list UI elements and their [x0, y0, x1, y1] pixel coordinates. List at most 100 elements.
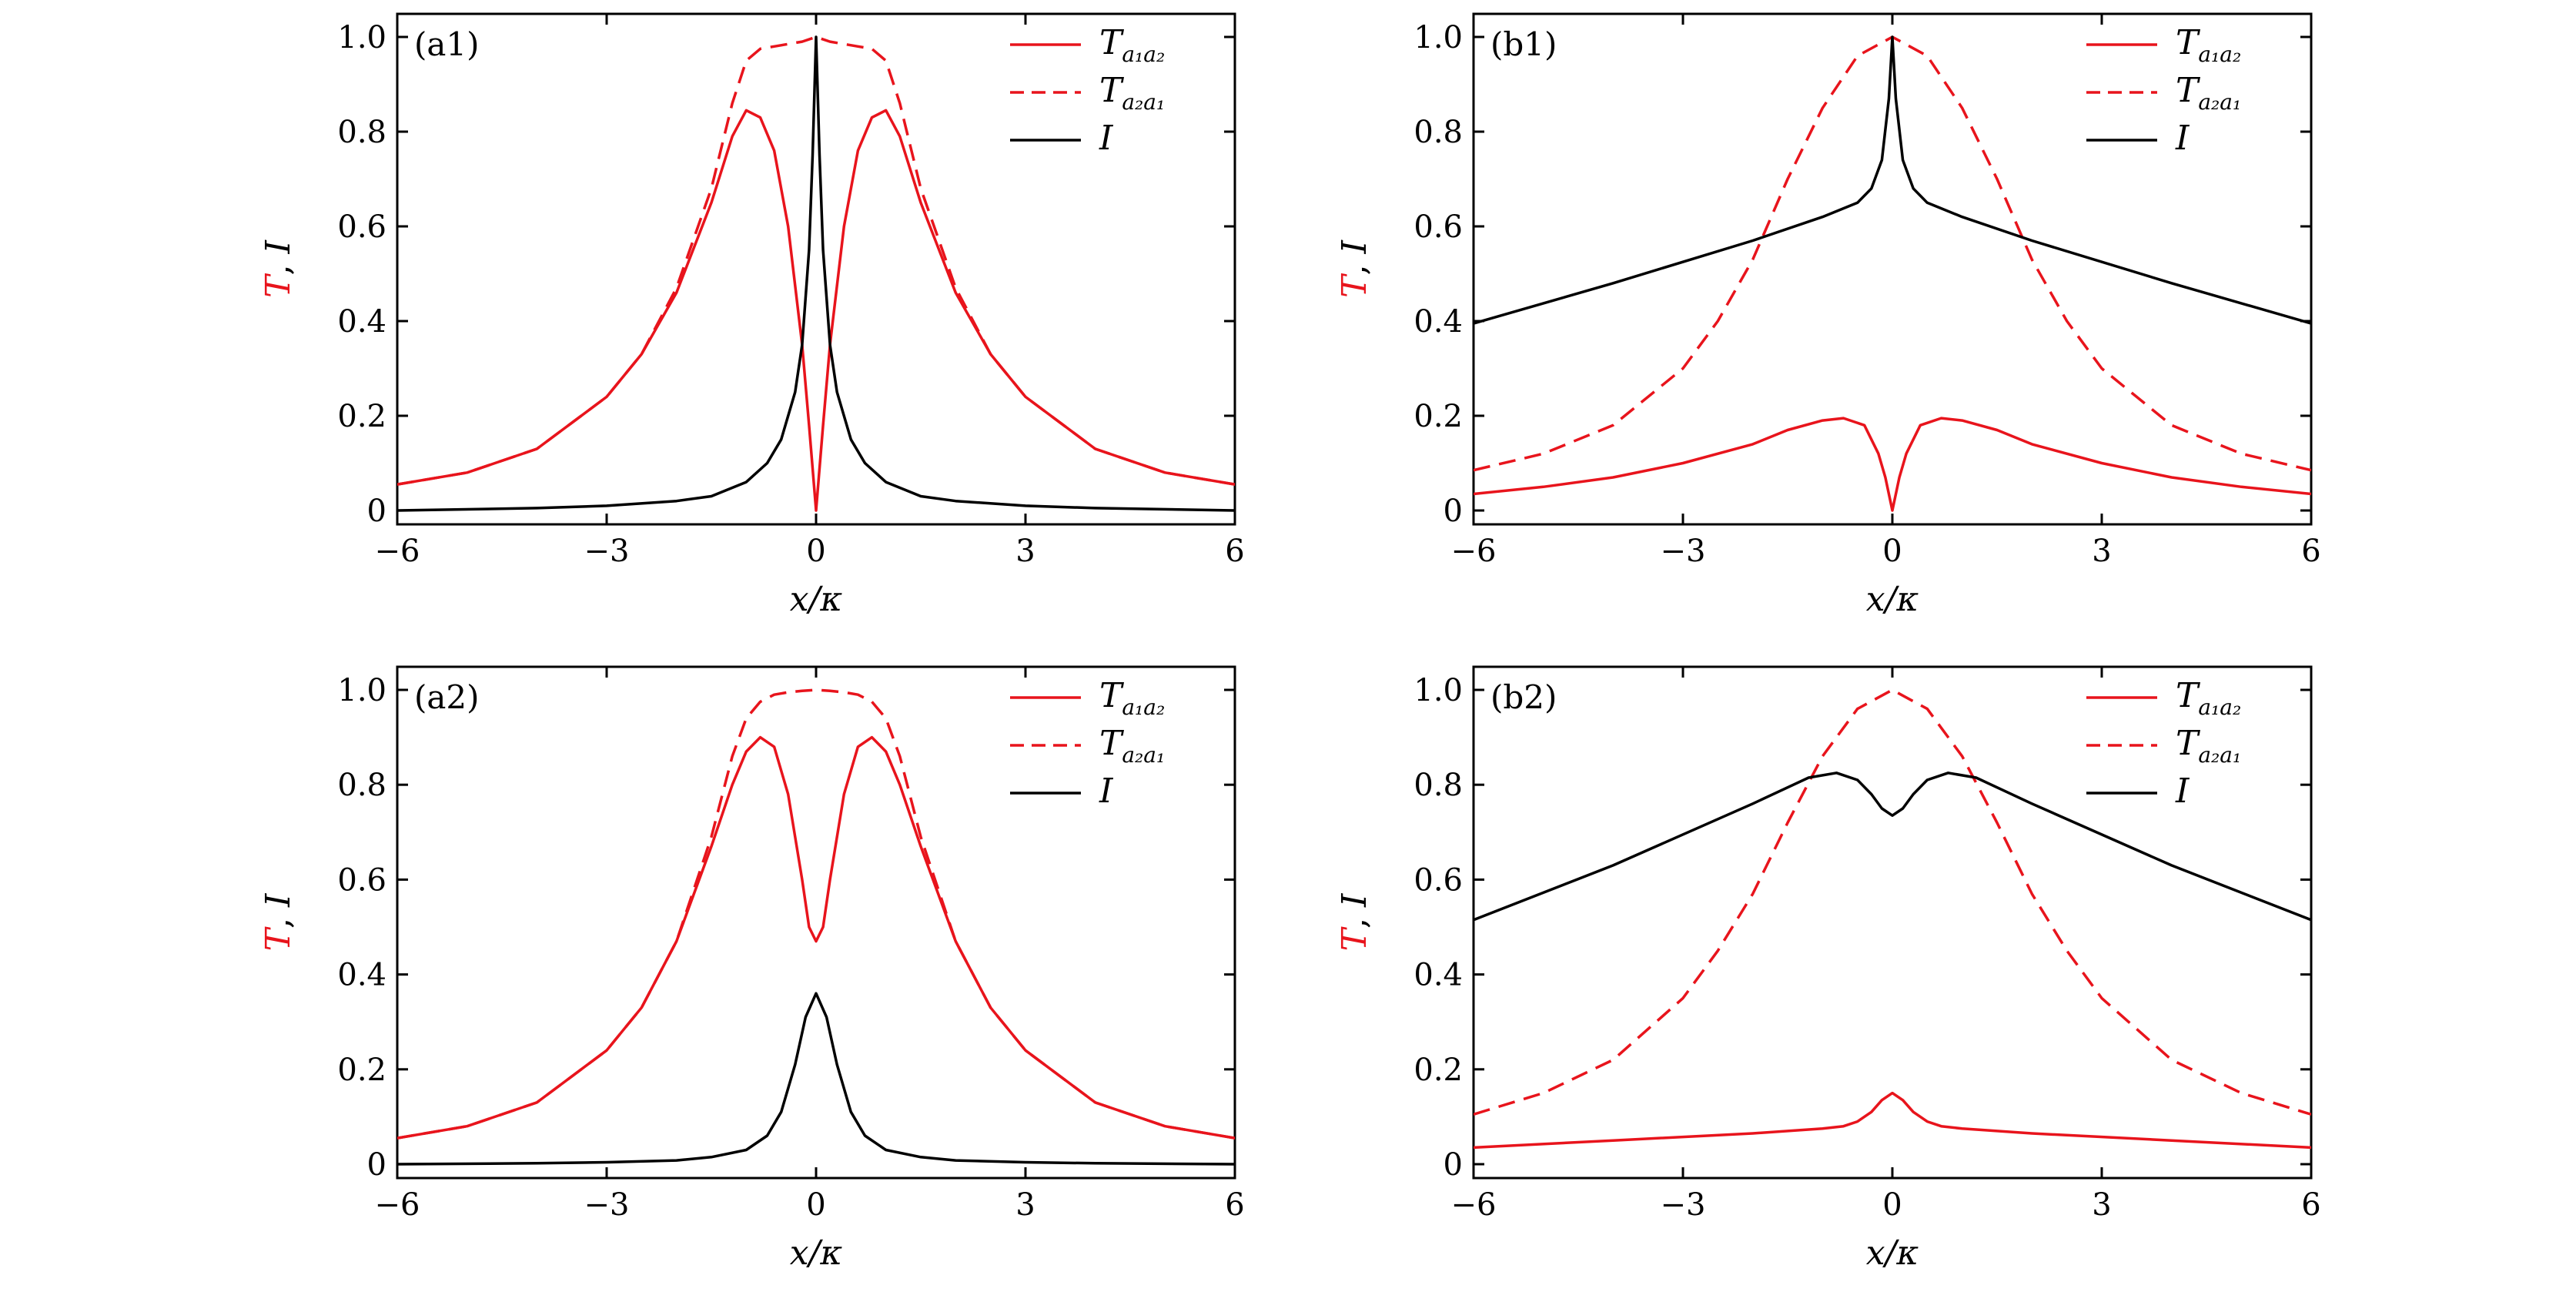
- legend-label-b1-0: Ta₁a₂: [2176, 23, 2241, 67]
- y-axis-label-i-b2: I: [1335, 892, 1374, 908]
- series-line-b1-0: [1474, 417, 2311, 512]
- y-axis-label-sep-a1: ,: [259, 254, 298, 276]
- legend-label-a1-2: I: [1099, 119, 1114, 158]
- x-tick-label-a2-1: −3: [584, 1187, 630, 1223]
- y-axis-label-a1: T, I: [259, 239, 298, 298]
- series-line-a1-2: [397, 35, 1235, 512]
- legend-sub-b1-1: a₂a₁: [2198, 89, 2241, 115]
- y-tick-label-b1-4: 0.8: [1413, 115, 1463, 150]
- legend-main-a1-2: I: [1099, 119, 1114, 158]
- legend-label-b2-2: I: [2175, 772, 2190, 811]
- y-axis-label-sep-b2: ,: [1335, 907, 1374, 929]
- x-tick-label-b1-4: 6: [2301, 534, 2320, 569]
- legend-sub-b2-0: a₁a₂: [2198, 695, 2241, 720]
- legend-label-a1-0: Ta₁a₂: [1099, 23, 1165, 67]
- legend-label-a2-1: Ta₂a₁: [1099, 724, 1165, 768]
- x-tick-label-a1-4: 6: [1225, 534, 1244, 569]
- y-axis-label-b1: T, I: [1335, 239, 1374, 298]
- panel-a1: −6 −3 0 3 600.20.40.60.81.0x/κT, I(a1) Ta₁a₂T…: [259, 12, 1245, 619]
- y-tick-label-b1-0: 0: [1444, 494, 1463, 529]
- x-tick-label-a1-1: −3: [584, 534, 630, 569]
- x-axis-label-a1: x/κ: [790, 580, 843, 619]
- series-line-a2-0: [397, 735, 1235, 1140]
- x-tick-label-a2-4: 6: [1225, 1187, 1244, 1223]
- y-tick-label-a1-5: 1.0: [337, 20, 386, 55]
- x-tick-label-b2-4: 6: [2301, 1187, 2320, 1223]
- legend-label-b2-1: Ta₂a₁: [2176, 724, 2241, 768]
- x-axis-label-b1: x/κ: [1866, 580, 1919, 619]
- panel-b1: −6 −3 0 3 600.20.40.60.81.0x/κT, I(b1) Ta₁a₂T…: [1335, 12, 2321, 619]
- y-tick-label-b1-5: 1.0: [1413, 20, 1463, 55]
- legend-main-a1-0: T: [1099, 23, 1125, 62]
- legend-main-b2-1: T: [2176, 724, 2201, 763]
- x-tick-label-a2-3: 3: [1015, 1187, 1035, 1223]
- panel-b2: −6 −3 0 3 600.20.40.60.81.0x/κT, I(b2) Ta₁a₂T…: [1335, 665, 2321, 1273]
- x-tick-label-a1-3: 3: [1015, 534, 1035, 569]
- y-tick-label-b2-1: 0.2: [1413, 1053, 1463, 1088]
- y-tick-label-a1-1: 0.2: [337, 399, 386, 434]
- y-tick-label-b1-2: 0.4: [1413, 304, 1463, 340]
- legend-sub-a2-0: a₁a₂: [1122, 695, 1165, 720]
- series-line-a2-2: [397, 992, 1235, 1166]
- series-line-b2-1: [1474, 688, 2311, 1116]
- legend-main-b1-2: I: [2175, 119, 2190, 158]
- panel-a2: −6 −3 0 3 600.20.40.60.81.0x/κT, I(a2) Ta₁a₂T…: [259, 665, 1245, 1273]
- y-tick-label-b2-3: 0.6: [1413, 862, 1463, 898]
- x-tick-label-b2-3: 3: [2092, 1187, 2111, 1223]
- legend-label-a2-2: I: [1099, 772, 1114, 811]
- legend-sub-b1-0: a₁a₂: [2198, 42, 2241, 67]
- panel-label-b1: (b1): [1490, 25, 1557, 63]
- panel-label-b2: (b2): [1490, 678, 1557, 716]
- x-tick-label-b1-1: −3: [1661, 534, 1706, 569]
- y-tick-label-a2-4: 0.8: [337, 768, 386, 803]
- x-tick-label-a2-0: −6: [375, 1187, 420, 1223]
- legend-main-b1-0: T: [2176, 23, 2201, 62]
- y-axis-label-sep-a2: ,: [259, 907, 298, 929]
- y-axis-label-i-a2: I: [259, 892, 298, 908]
- legend-label-b2-0: Ta₁a₂: [2176, 676, 2241, 720]
- y-tick-label-a2-3: 0.6: [337, 862, 386, 898]
- legend-sub-b2-1: a₂a₁: [2198, 742, 2241, 768]
- panel-label-a1: (a1): [414, 25, 480, 63]
- y-axis-label-sep-b1: ,: [1335, 254, 1374, 276]
- y-axis-label-t-b1: T: [1335, 273, 1374, 298]
- x-axis-label-b2: x/κ: [1866, 1233, 1919, 1273]
- x-tick-label-b2-0: −6: [1451, 1187, 1497, 1223]
- y-axis-label-i-a1: I: [259, 239, 298, 255]
- y-axis-label-i-b1: I: [1335, 239, 1374, 255]
- series-line-b1-2: [1474, 35, 2311, 325]
- x-tick-label-b1-0: −6: [1451, 534, 1497, 569]
- y-axis-label-t-a1: T: [259, 273, 298, 298]
- legend-main-a2-2: I: [1099, 772, 1114, 811]
- x-tick-label-b2-2: 0: [1882, 1187, 1902, 1223]
- y-tick-label-b1-3: 0.6: [1413, 209, 1463, 245]
- y-tick-label-a2-5: 1.0: [337, 673, 386, 708]
- legend-sub-a2-1: a₂a₁: [1122, 742, 1165, 768]
- legend-label-a1-1: Ta₂a₁: [1099, 71, 1165, 115]
- panel-label-a2: (a2): [414, 678, 480, 716]
- legend-main-b1-1: T: [2176, 71, 2201, 110]
- y-tick-label-a2-0: 0: [367, 1147, 386, 1183]
- x-tick-label-b2-1: −3: [1661, 1187, 1706, 1223]
- y-tick-label-b2-0: 0: [1444, 1147, 1463, 1183]
- y-tick-label-a1-4: 0.8: [337, 115, 386, 150]
- x-tick-label-a2-2: 0: [806, 1187, 825, 1223]
- legend-label-b1-1: Ta₂a₁: [2176, 71, 2241, 115]
- x-tick-label-a1-2: 0: [806, 534, 825, 569]
- legend-main-a1-1: T: [1099, 71, 1125, 110]
- y-axis-label-b2: T, I: [1335, 892, 1374, 951]
- y-tick-label-b2-4: 0.8: [1413, 768, 1463, 803]
- y-tick-label-a1-2: 0.4: [337, 304, 386, 340]
- x-tick-label-a1-0: −6: [375, 534, 420, 569]
- series-line-b2-0: [1474, 1091, 2311, 1150]
- legend-sub-a1-1: a₂a₁: [1122, 89, 1165, 115]
- y-axis-label-t-a2: T: [259, 925, 298, 951]
- x-axis-label-a2: x/κ: [790, 1233, 843, 1273]
- y-tick-label-b1-1: 0.2: [1413, 399, 1463, 434]
- legend-label-b1-2: I: [2175, 119, 2190, 158]
- y-tick-label-b2-2: 0.4: [1413, 958, 1463, 993]
- y-tick-label-a1-3: 0.6: [337, 209, 386, 245]
- series-line-a1-0: [397, 109, 1235, 512]
- x-tick-label-b1-2: 0: [1882, 534, 1902, 569]
